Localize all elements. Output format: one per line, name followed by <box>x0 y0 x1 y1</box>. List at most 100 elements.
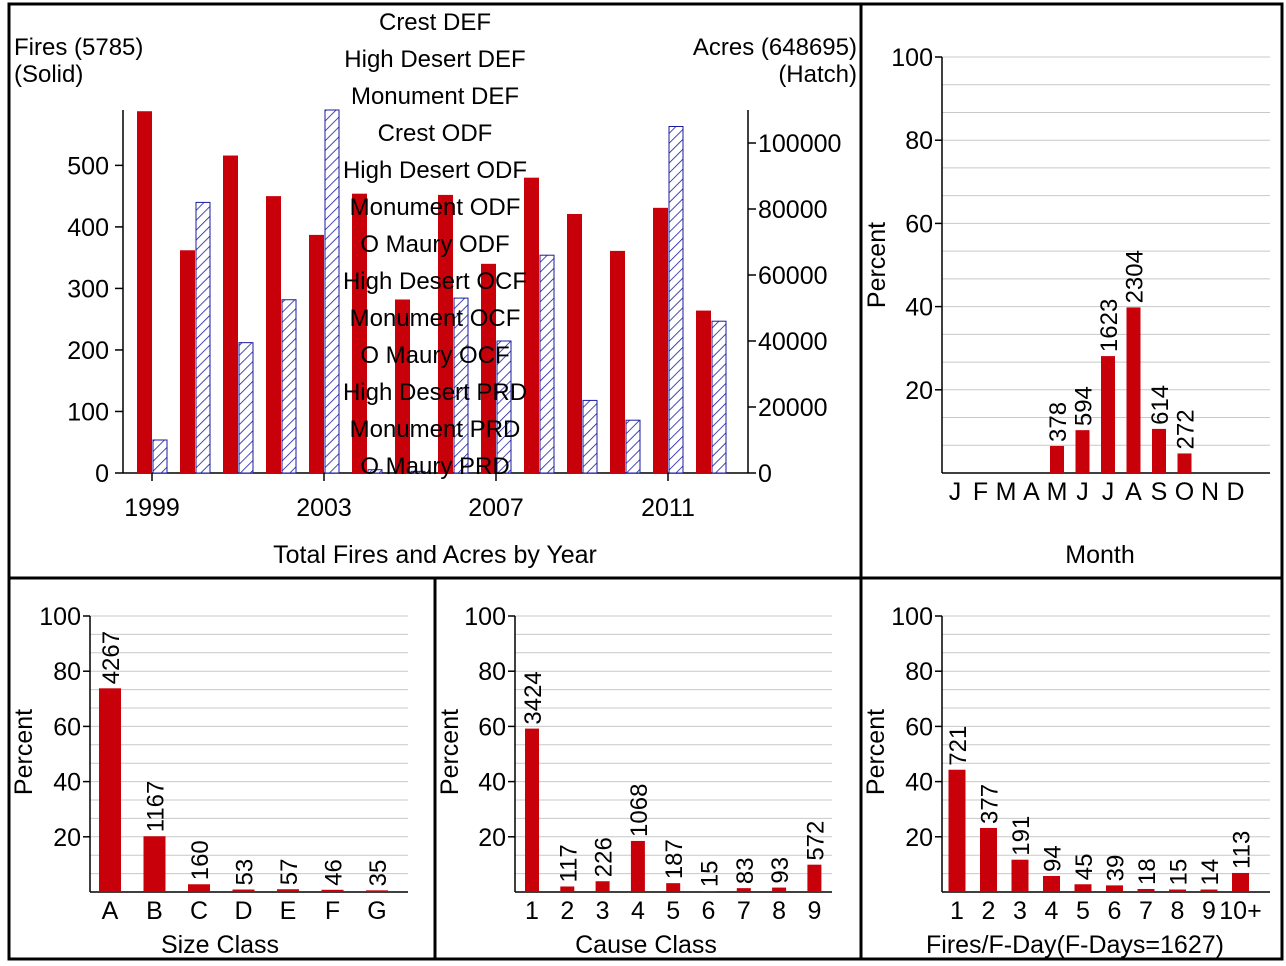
data-label: 191 <box>1008 816 1035 856</box>
data-label: 377 <box>977 784 1004 824</box>
percent-bar <box>1101 356 1115 473</box>
fires-bar <box>524 177 539 473</box>
data-label: 35 <box>365 860 392 887</box>
acres-bar <box>582 399 598 474</box>
fires-bar <box>438 194 453 473</box>
y-tick-label: 40 <box>905 294 933 322</box>
category-label: A <box>1023 478 1040 506</box>
category-label: 10+ <box>1219 897 1261 925</box>
acres-bar <box>453 297 469 474</box>
left-axis-subtitle: (Solid) <box>14 61 83 88</box>
category-label: 6 <box>702 897 716 925</box>
right-tick-label: 100000 <box>758 130 841 158</box>
percent-bar <box>1232 872 1249 892</box>
category-label: 9 <box>1202 897 1216 925</box>
y-axis-title: Percent <box>10 709 38 795</box>
category-label: O <box>1175 478 1194 506</box>
acres-bar <box>496 340 512 474</box>
category-label: J <box>949 478 962 506</box>
right-tick-label: 80000 <box>758 196 828 224</box>
acres-bar <box>625 419 641 474</box>
unit-list-item: O Maury OCF <box>360 342 509 369</box>
category-label: 8 <box>1171 897 1185 925</box>
fires-bar <box>266 196 281 473</box>
category-label: D <box>234 897 252 925</box>
unit-list-item: Monument PRD <box>350 416 521 443</box>
unit-list-item: Crest DEF <box>379 9 491 36</box>
percent-bar <box>772 887 787 892</box>
y-tick-label: 20 <box>905 377 933 405</box>
data-label: 45 <box>1071 854 1098 881</box>
category-label: S <box>1151 478 1168 506</box>
percent-bar <box>980 827 997 892</box>
y-axis-title: Percent <box>436 709 464 795</box>
fires-bar <box>610 250 625 473</box>
percent-bar <box>1050 445 1064 473</box>
acres-bar <box>668 126 684 474</box>
data-label: 378 <box>1045 402 1072 442</box>
category-label: 1 <box>950 897 964 925</box>
y-tick-label: 60 <box>53 713 81 741</box>
percent-bar <box>1169 889 1186 892</box>
unit-list-item: High Desert OCF <box>343 268 527 295</box>
percent-bar <box>666 883 681 892</box>
category-label: 6 <box>1108 897 1122 925</box>
y-tick-label: 40 <box>478 769 506 797</box>
category-label: E <box>280 897 297 925</box>
x-tick-label: 2007 <box>468 494 524 522</box>
category-label: J <box>1102 478 1115 506</box>
unit-list-item: Monument DEF <box>351 83 519 110</box>
percent-bar <box>1126 307 1141 473</box>
data-label: 1623 <box>1096 299 1123 352</box>
x-axis-title: Fires/F-Day(F-Days=1627) <box>926 931 1224 959</box>
x-axis-title: Size Class <box>161 931 279 959</box>
fires-bar <box>309 234 324 473</box>
percent-bar <box>1106 885 1123 892</box>
main-x-title: Total Fires and Acres by Year <box>273 541 597 569</box>
unit-list-item: Monument OCF <box>350 305 521 332</box>
acres-bar <box>238 342 254 474</box>
y-tick-label: 60 <box>478 713 506 741</box>
data-label: 226 <box>591 837 618 877</box>
category-label: M <box>996 478 1017 506</box>
y-tick-label: 40 <box>905 769 933 797</box>
acres-bar <box>410 470 426 474</box>
percent-bar <box>143 836 166 892</box>
panel-frame-fday <box>859 576 1284 961</box>
y-tick-label: 60 <box>905 713 933 741</box>
data-label: 2304 <box>1122 250 1149 303</box>
percent-bar <box>630 840 645 892</box>
percent-bar <box>560 886 575 892</box>
left-axis-title: Fires (5785) <box>14 34 143 61</box>
y-tick-label: 80 <box>53 658 81 686</box>
data-label: 83 <box>732 857 759 884</box>
percent-bar <box>99 688 121 892</box>
y-tick-label: 20 <box>53 824 81 852</box>
y-tick-label: 100 <box>891 603 933 631</box>
data-label: 14 <box>1197 859 1224 886</box>
percent-bar <box>1152 428 1166 473</box>
unit-list-item: Monument ODF <box>350 194 521 221</box>
fires-bar <box>653 207 668 473</box>
left-tick-label: 500 <box>67 152 109 180</box>
x-tick-label: 2011 <box>641 494 695 522</box>
acres-bar <box>367 469 383 474</box>
right-tick-label: 20000 <box>758 394 828 422</box>
unit-list-item: High Desert DEF <box>344 46 525 73</box>
category-label: 7 <box>737 897 751 925</box>
data-label: 93 <box>767 857 794 884</box>
fires-bar <box>696 310 711 473</box>
category-label: 5 <box>666 897 680 925</box>
data-label: 57 <box>276 859 303 886</box>
right-axis-title: Acres (648695) <box>693 34 857 61</box>
category-label: 9 <box>807 897 821 925</box>
category-label: J <box>1076 478 1089 506</box>
category-label: 2 <box>560 897 574 925</box>
x-axis-title: Cause Class <box>575 931 717 959</box>
acres-bar <box>324 109 340 474</box>
percent-bar <box>188 884 210 892</box>
category-label: G <box>367 897 386 925</box>
unit-list-item: High Desert ODF <box>343 157 527 184</box>
category-label: F <box>973 478 988 506</box>
